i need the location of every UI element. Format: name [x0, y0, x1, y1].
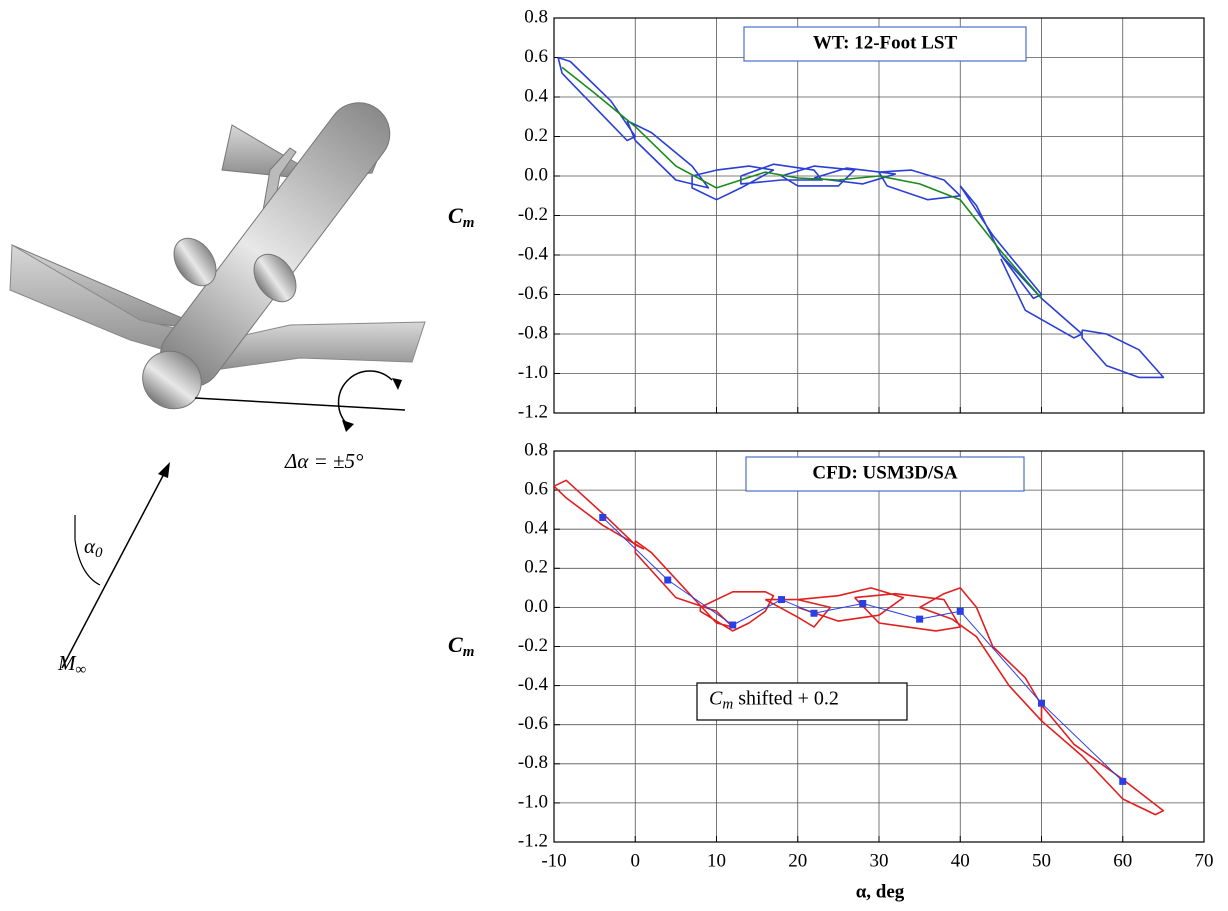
y-tick-label: -0.2 — [518, 635, 548, 656]
annotation-text: shifted + 0.2 — [733, 687, 839, 709]
x-tick-label: 40 — [951, 850, 970, 871]
rotation-arc — [339, 371, 392, 425]
data-point — [1119, 778, 1126, 785]
mach-symbol: M — [57, 651, 77, 675]
chart-title: WT: 12-Foot LST — [813, 32, 958, 53]
y-tick-label: 0.4 — [524, 518, 548, 539]
y-tick-label: 0.6 — [524, 46, 548, 67]
y-tick-label: -0.6 — [518, 713, 548, 734]
annotation-sub: m — [722, 697, 733, 713]
y-tick-label: -0.6 — [518, 283, 548, 304]
arrow-head — [392, 378, 402, 390]
delta-label: Δα = ±5° — [284, 449, 364, 473]
data-point — [811, 610, 818, 617]
y-tick-label: 0.6 — [524, 478, 548, 499]
alpha-subscript: 0 — [95, 545, 103, 561]
y-tick-label: 0.0 — [524, 596, 548, 617]
y-label-main: C — [448, 632, 463, 657]
mach-subscript: ∞ — [76, 662, 87, 678]
y-tick-label: -0.2 — [518, 204, 548, 225]
x-tick-label: 10 — [707, 850, 726, 871]
y-tick-label: -0.8 — [518, 752, 548, 773]
arrow-head — [342, 420, 354, 432]
y-tick-label: -1.0 — [518, 791, 548, 812]
y-axis-label: Cm — [448, 632, 474, 660]
data-point — [599, 514, 606, 521]
y-label-sub: m — [463, 215, 475, 231]
data-point — [957, 608, 964, 615]
y-label-main: C — [448, 203, 463, 228]
y-tick-label: 0.2 — [524, 557, 548, 578]
y-tick-label: -0.4 — [518, 674, 549, 695]
y-tick-label: 0.0 — [524, 164, 548, 185]
alpha-label: α0 — [84, 534, 103, 562]
y-tick-label: 0.8 — [524, 439, 548, 460]
x-tick-label: -10 — [541, 850, 566, 871]
y-tick-label: -0.4 — [518, 243, 549, 264]
y-tick-label: -1.0 — [518, 362, 548, 383]
series-line — [554, 480, 1163, 814]
data-point — [778, 596, 785, 603]
y-tick-label: -0.8 — [518, 322, 548, 343]
y-tick-label: -1.2 — [518, 830, 548, 851]
data-point — [1038, 700, 1045, 707]
x-tick-label: 50 — [1032, 850, 1051, 871]
data-point — [859, 600, 866, 607]
chart-title: CFD: USM3D/SA — [812, 462, 957, 483]
y-tick-label: 0.8 — [524, 6, 548, 27]
y-tick-label: -1.2 — [518, 401, 548, 422]
y-axis-label: Cm — [448, 203, 474, 231]
x-tick-label: 20 — [788, 850, 807, 871]
x-axis-label: α, deg — [856, 881, 905, 902]
series-line — [562, 67, 1041, 298]
airplane-illustration: α0 M∞ Δα = ±5° — [10, 90, 425, 678]
freestream-arrow — [62, 470, 166, 668]
x-tick-label: 70 — [1195, 850, 1214, 871]
x-tick-label: 0 — [631, 850, 641, 871]
mach-label: M∞ — [57, 651, 87, 679]
figure: α0 M∞ Δα = ±5° -1.2 -1.0 -0.8 -0.6 -0.4 -0.2 0… — [0, 0, 1228, 911]
data-point — [729, 621, 736, 628]
series-line — [558, 58, 1163, 378]
x-tick-label: 60 — [1113, 850, 1132, 871]
x-tick-label: 30 — [870, 850, 889, 871]
y-label-sub: m — [463, 644, 475, 660]
pitch-axis — [195, 398, 405, 410]
data-point — [916, 616, 923, 623]
data-point — [664, 577, 671, 584]
annotation-main: C — [709, 687, 723, 709]
arrow-head — [158, 462, 170, 478]
series-line — [603, 518, 1123, 782]
y-tick-label: 0.2 — [524, 125, 548, 146]
y-tick-label: 0.4 — [524, 85, 548, 106]
